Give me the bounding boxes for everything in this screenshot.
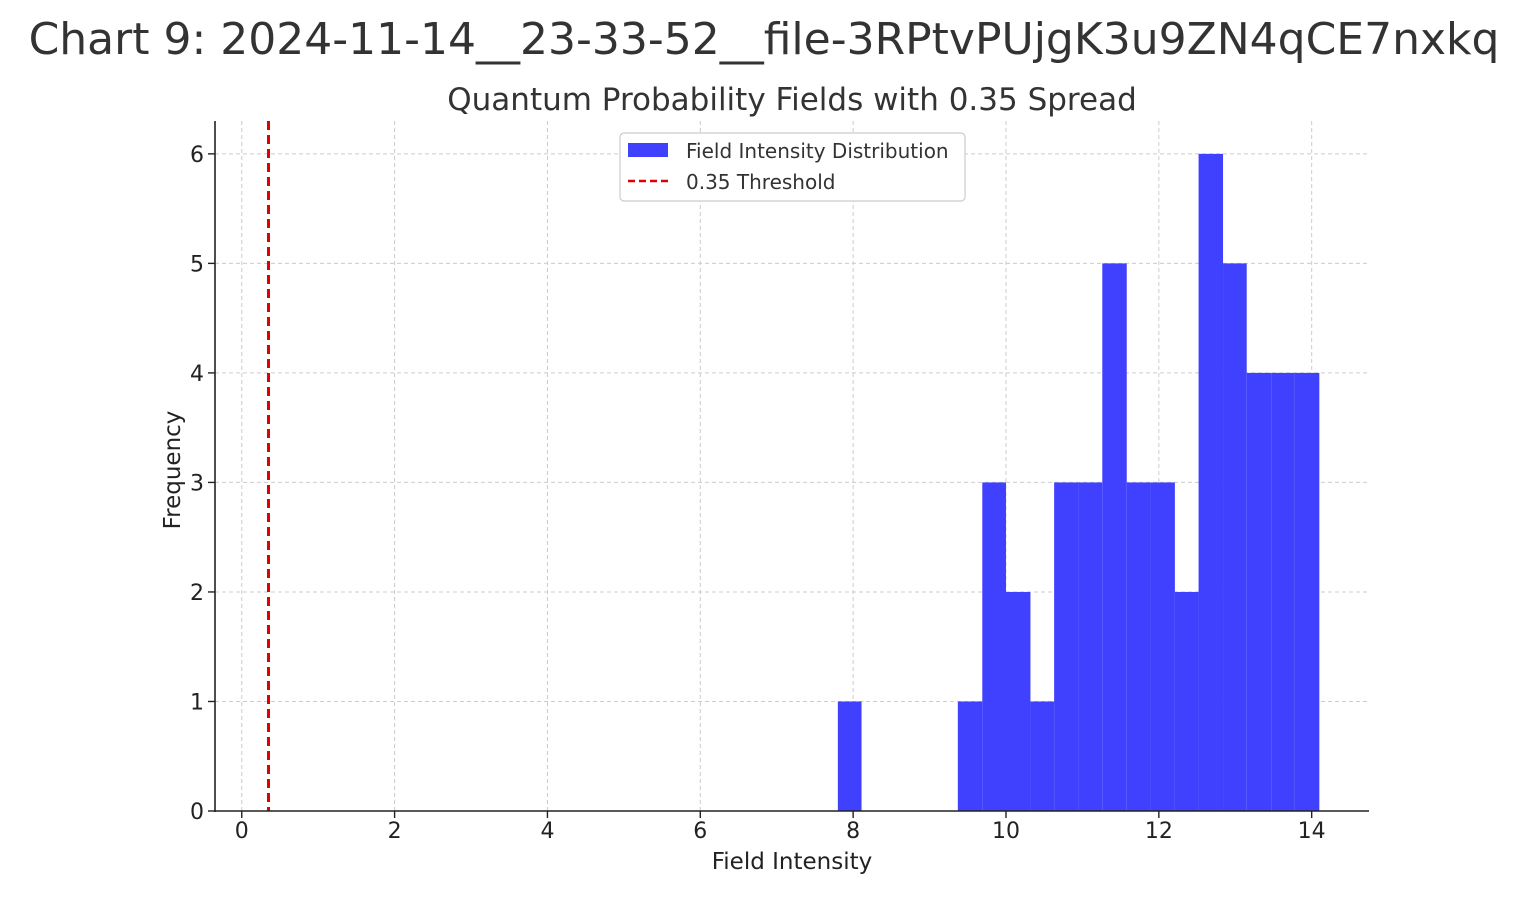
legend-label-threshold: 0.35 Threshold <box>686 170 835 194</box>
y-tick-label: 2 <box>190 581 204 606</box>
y-tick-label: 1 <box>190 690 204 715</box>
histogram-bar <box>1005 591 1031 811</box>
histogram-bar <box>1078 482 1103 811</box>
histogram-bar <box>1271 372 1295 811</box>
y-axis-title: Frequency <box>160 411 186 530</box>
legend-label-distribution: Field Intensity Distribution <box>686 139 949 163</box>
histogram-bar <box>957 701 983 811</box>
x-tick-label: 10 <box>992 819 1020 844</box>
x-tick-label: 14 <box>1298 819 1326 844</box>
histogram-bar <box>1102 263 1127 811</box>
histogram-bar <box>1246 372 1272 811</box>
legend-box <box>619 132 966 202</box>
histogram-bar <box>1030 701 1055 811</box>
y-tick-label: 4 <box>190 362 204 387</box>
histogram-bar <box>1223 263 1247 811</box>
y-tick-label: 6 <box>190 143 204 168</box>
histogram-bar <box>837 701 862 811</box>
histogram-bar <box>1126 482 1151 811</box>
x-tick-label: 8 <box>846 819 860 844</box>
histogram-bars <box>837 153 1320 811</box>
x-tick-label: 4 <box>540 819 554 844</box>
histogram-bar <box>1198 153 1224 811</box>
legend: Field Intensity Distribution 0.35 Thresh… <box>619 132 966 202</box>
histogram-bar <box>1150 482 1175 811</box>
x-tick-label: 6 <box>693 819 707 844</box>
histogram-bar <box>1054 482 1079 811</box>
histogram-bar <box>1294 372 1320 811</box>
legend-swatch-distribution <box>628 143 668 157</box>
y-tick-label: 0 <box>190 800 204 825</box>
chart-title: Quantum Probability Fields with 0.35 Spr… <box>447 82 1137 118</box>
y-tick-label: 3 <box>190 471 204 496</box>
histogram-bar <box>1174 591 1199 811</box>
x-tick-label: 0 <box>235 819 249 844</box>
y-tick-label: 5 <box>190 252 204 277</box>
x-tick-label: 12 <box>1145 819 1173 844</box>
histogram-bar <box>982 482 1006 811</box>
axes <box>208 121 1369 818</box>
x-axis-title: Field Intensity <box>712 849 873 875</box>
page-title: Chart 9: 2024-11-14__23-33-52__file-3RPt… <box>28 14 1500 65</box>
x-tick-label: 2 <box>388 819 402 844</box>
